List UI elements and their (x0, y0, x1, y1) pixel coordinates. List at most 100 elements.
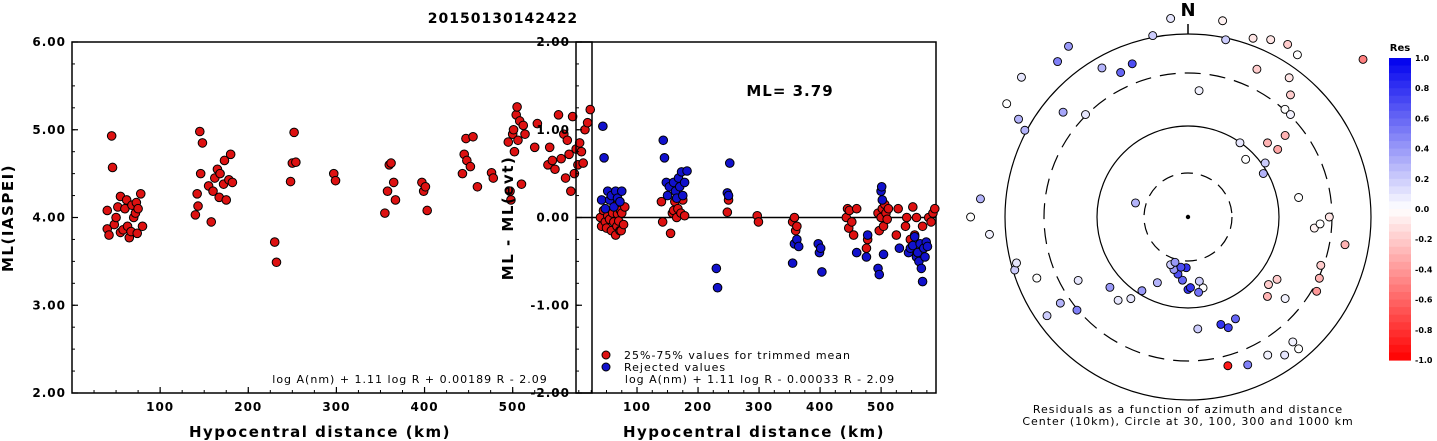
circle-30km (1143, 172, 1233, 262)
ml-point (560, 173, 571, 183)
ml-x-tick-label: 400 (411, 400, 439, 414)
trimmed-point (908, 202, 918, 212)
colorbar-cell (1389, 209, 1411, 218)
ml-x-tick-label: 300 (322, 400, 350, 414)
residual-y-tick-label: 1.00 (536, 123, 570, 137)
azimuth-point (1002, 99, 1012, 109)
ml-y-tick-label: 6.00 (32, 35, 66, 49)
ml-point (285, 176, 296, 187)
trimmed-point (848, 230, 859, 240)
trimmed-point (900, 221, 911, 232)
azimuth-point (1260, 158, 1270, 168)
caption-line-1: Residuals as a function of azimuth and d… (1033, 403, 1343, 416)
azimuth-point (1194, 86, 1204, 96)
azimuth-point (1218, 16, 1228, 26)
ml-point (111, 212, 121, 223)
azimuth-point (1292, 50, 1302, 60)
colorbar-tick-label: 1.0 (1415, 54, 1430, 63)
ml-point (582, 117, 593, 128)
azimuth-point (1170, 257, 1180, 267)
colorbar-tick-label: 0.0 (1415, 205, 1430, 214)
ml-point (269, 237, 280, 247)
rejected-point (596, 195, 607, 205)
colorbar-cell (1389, 337, 1411, 346)
trimmed-point (891, 230, 902, 240)
colorbar-cell (1389, 314, 1411, 323)
ml-point (578, 158, 588, 168)
ml-x-axis-label: Hypocentral distance (km) (189, 423, 451, 441)
colorbar-cell (1389, 88, 1411, 97)
ml-x-tick-label: 500 (499, 400, 527, 414)
ml-point (330, 175, 341, 186)
ml-point (566, 186, 576, 196)
residual-points (595, 121, 940, 293)
residual-x-axis-label: Hypocentral distance (km) (623, 423, 885, 441)
colorbar-tick-label: -0.4 (1415, 265, 1433, 274)
azimuth-point (1166, 14, 1176, 23)
azimuth-point (1126, 294, 1136, 304)
trimmed-point (656, 196, 667, 207)
colorbar-cell (1389, 231, 1411, 240)
azimuth-point (966, 212, 976, 222)
azimuth-panel: N Residuals as a function of azimuth and… (966, 0, 1372, 428)
ml-panel: 100 200 300 400 500 2.00 3.00 4.00 5.00 6.00 log… (0, 35, 596, 441)
rejected-point (851, 247, 862, 258)
azimuth-point (1178, 275, 1187, 285)
azimuth-point (1266, 35, 1276, 45)
rejected-point (874, 269, 885, 280)
trimmed-point (665, 228, 676, 239)
azimuth-point (1127, 59, 1137, 69)
ml-point (190, 210, 201, 220)
azimuth-point (1058, 107, 1068, 117)
ml-y-tick-label: 2.00 (32, 386, 66, 400)
colorbar-cell (1389, 224, 1411, 233)
colorbar-cell (1389, 344, 1411, 354)
azimuth-point (1017, 72, 1026, 82)
colorbar-tick-label: 0.2 (1415, 175, 1429, 184)
ml-point (420, 181, 431, 192)
colorbar-cell (1389, 352, 1411, 361)
colorbar-cell (1389, 118, 1411, 127)
rejected-point (862, 230, 873, 240)
colorbar-cell (1389, 186, 1411, 195)
residual-x-tick-label: 100 (623, 400, 651, 414)
ml-point (509, 146, 520, 157)
trimmed-point (911, 212, 922, 223)
colorbar-cell (1389, 80, 1411, 89)
azimuth-point (1131, 198, 1140, 208)
azimuth-point (985, 229, 994, 239)
azimuth-point (1097, 63, 1107, 73)
rejected-point (600, 203, 611, 214)
azimuth-point (1105, 282, 1115, 292)
residual-y-tick-label: 2.00 (536, 35, 570, 49)
azimuth-point (1152, 278, 1162, 288)
rejected-point (658, 135, 669, 146)
azimuth-point (1286, 90, 1295, 100)
azimuth-point (1235, 138, 1245, 148)
colorbar-cell (1389, 216, 1411, 225)
ml-point (465, 161, 476, 172)
ml-point (225, 149, 236, 160)
ml-point (488, 173, 499, 183)
ml-point (564, 149, 574, 160)
ml-point (512, 102, 522, 112)
azimuth-point (1221, 35, 1231, 45)
colorbar-cell (1389, 163, 1411, 172)
azimuth-point (1280, 104, 1290, 114)
ml-point (422, 205, 432, 216)
circle-1000km (1004, 33, 1372, 401)
azimuth-point (1258, 169, 1268, 178)
colorbar-cell (1389, 95, 1411, 104)
ml-point (468, 131, 478, 142)
center-dot (1185, 214, 1191, 220)
azimuth-point (1315, 219, 1325, 229)
colorbar-tick-label: -1.0 (1415, 356, 1433, 365)
rejected-point (659, 153, 670, 163)
colorbar-tick-label: 0.8 (1415, 84, 1430, 93)
rejected-point (787, 258, 798, 268)
colorbar-cell (1389, 307, 1411, 316)
azimuth-point (1314, 273, 1324, 283)
azimuth-point (1263, 138, 1272, 148)
ml-point (550, 164, 560, 175)
